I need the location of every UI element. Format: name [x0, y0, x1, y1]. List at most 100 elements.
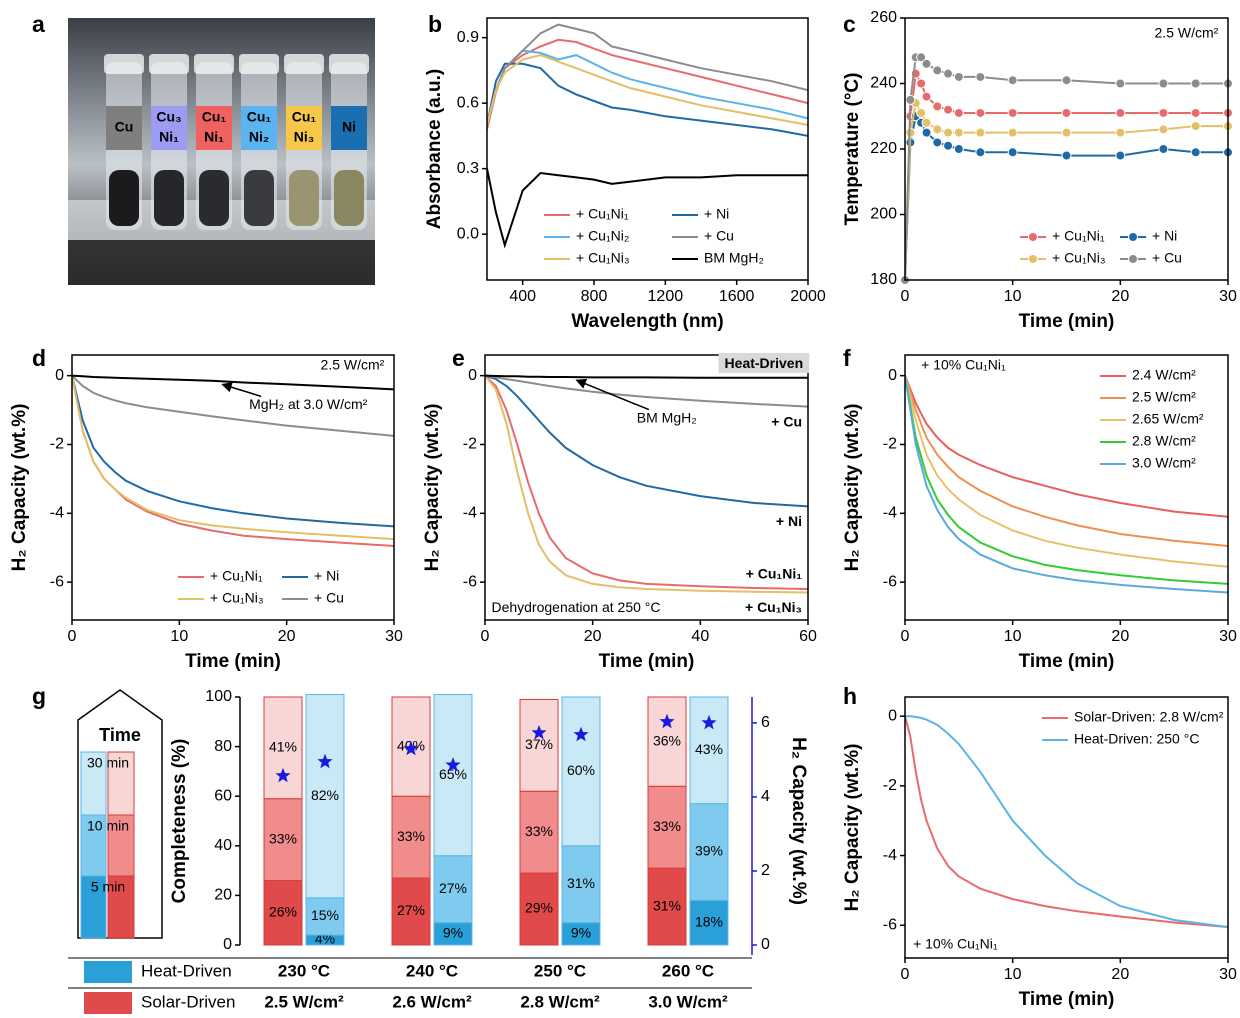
y-tick-label: -2 [50, 436, 64, 453]
bar-segment [561, 845, 601, 924]
data-point [1158, 144, 1169, 154]
legend-marker [1128, 232, 1138, 242]
vial-label-text: Ni₁ [204, 129, 224, 145]
x-tick-label: 0 [901, 628, 910, 645]
bar-value-label: 60% [567, 762, 595, 778]
legend-label: + Cu₁Ni₂ [576, 228, 629, 244]
bar-value-label: 82% [311, 787, 339, 803]
data-point [1007, 107, 1018, 118]
legend-label: 2.5 W/cm² [1132, 389, 1196, 405]
y-tick-label: 0 [468, 367, 477, 384]
series-line [905, 715, 1228, 928]
panel-letter: d [32, 345, 46, 371]
table-category: 240 °C [406, 961, 458, 980]
bar-value-label: 18% [695, 913, 723, 929]
annotation: + 10% Cu₁Ni₁ [913, 936, 998, 952]
y2-tick-label: 4 [761, 788, 770, 805]
series-line [905, 375, 1228, 585]
data-point [943, 140, 954, 151]
y2-tick-label: 6 [761, 714, 770, 731]
vial-label-text: Ni₃ [294, 129, 314, 145]
vial-cap [149, 54, 189, 74]
x-axis-label: Wavelength (nm) [571, 311, 723, 332]
x-tick-label: 1600 [719, 288, 755, 305]
plot-frame [904, 696, 1229, 959]
legend-label: + Cu₁Ni₁ [210, 568, 263, 584]
y-tick-label: -4 [463, 505, 477, 522]
vial-label-text: Ni [342, 119, 356, 135]
x-tick-label: 0 [901, 966, 910, 983]
x-tick-label: 30 [385, 628, 403, 645]
legend-label: + Ni [1152, 228, 1177, 244]
schematic-heat [80, 814, 107, 877]
plot-frame [904, 17, 1229, 281]
vial-cap [329, 54, 369, 74]
legend-label: BM MgH₂ [704, 250, 764, 266]
vial-label-text: Cu₁ [247, 109, 272, 125]
legend-label: + Cu₁Ni₁ [1052, 228, 1105, 244]
capacity-star [659, 713, 675, 729]
x-tick-label: 60 [799, 628, 817, 645]
legend-label: Heat-Driven: 250 °C [1074, 731, 1199, 747]
plot-frame [486, 17, 809, 281]
y-tick-label: 60 [214, 787, 232, 804]
data-point [1061, 127, 1072, 138]
bar-value-label: 31% [567, 875, 595, 891]
bar-segment [561, 696, 601, 847]
y-tick-label: 0.6 [457, 94, 479, 111]
y-axis-label: Absorbance (a.u.) [424, 69, 445, 229]
bar-value-label: 27% [397, 902, 425, 918]
segment-label: 10 min [87, 818, 129, 834]
series-line [905, 715, 1228, 928]
data-point [916, 78, 927, 89]
bar-segment [689, 696, 729, 805]
x-axis-label: Time (min) [1019, 311, 1115, 332]
y-tick-label: 0 [223, 936, 232, 953]
y-tick-label: 80 [214, 738, 232, 755]
data-point [943, 68, 954, 79]
data-point [953, 71, 964, 82]
vial-label-text: Ni₂ [249, 129, 269, 145]
data-point [975, 127, 986, 138]
series-annotation: MgH₂ at 3.0 W/cm² [249, 396, 368, 412]
table-category: 2.6 W/cm² [392, 992, 472, 1011]
segment-label: 30 min [87, 755, 129, 771]
x-tick-label: 1200 [648, 288, 684, 305]
schematic-heat [80, 751, 107, 816]
line-end-label: + Ni [776, 513, 802, 529]
annotation: 2.5 W/cm² [1155, 24, 1219, 40]
y-tick-label: 200 [870, 206, 897, 223]
table-category: 250 °C [534, 961, 586, 980]
bar-segment [647, 696, 687, 787]
y-tick-label: 220 [870, 140, 897, 157]
annotation: + 10% Cu₁Ni₁ [921, 356, 1006, 372]
y-tick-label: 180 [870, 271, 897, 288]
panel-letter: f [843, 345, 851, 371]
series-annotation: BM MgH₂ [637, 409, 697, 425]
data-point [1115, 78, 1126, 89]
vial-label-text: Cu [115, 119, 134, 135]
line-end-label: + Cu [771, 413, 802, 429]
vial-content [289, 170, 319, 226]
data-point [1007, 75, 1018, 86]
data-point [932, 101, 943, 112]
x-tick-label: 20 [1111, 628, 1129, 645]
data-point [1061, 75, 1072, 86]
series-line [905, 375, 1228, 594]
legend-label: 2.4 W/cm² [1132, 367, 1196, 383]
legend-label: + Cu₁Ni₁ [576, 206, 629, 222]
legend-label: Solar-Driven: 2.8 W/cm² [1074, 709, 1224, 725]
capacity-star [317, 753, 333, 769]
legend-label: + Ni [704, 206, 729, 222]
x-tick-label: 0 [901, 288, 910, 305]
series-line [485, 374, 808, 590]
x-tick-label: 30 [1219, 628, 1237, 645]
series-line [487, 23, 808, 126]
vial-label [106, 106, 142, 150]
y-tick-label: -4 [883, 847, 897, 864]
data-point [905, 94, 916, 105]
legend-marker [1128, 254, 1138, 264]
x-tick-label: 20 [584, 628, 602, 645]
panel-letter: e [452, 345, 465, 371]
bar-segment [689, 803, 729, 901]
